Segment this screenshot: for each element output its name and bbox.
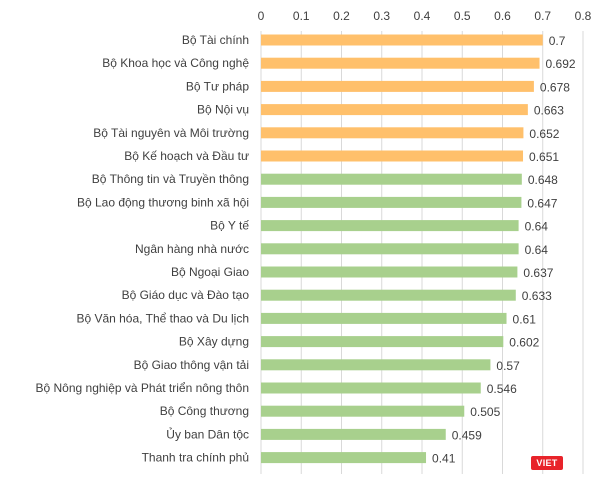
data-label: 0.637 [523, 266, 553, 280]
data-label: 0.651 [529, 150, 559, 164]
x-tick-label: 0 [258, 9, 265, 23]
category-label: Bộ Lao động thương binh xã hội [77, 195, 249, 209]
category-label: Bộ Thông tin và Truyền thông [92, 172, 249, 186]
category-label: Bộ Giáo dục và Đào tạo [122, 288, 250, 302]
x-tick-label: 0.4 [414, 9, 431, 23]
x-tick-label: 0.3 [373, 9, 390, 23]
data-label: 0.648 [528, 173, 558, 187]
data-labels: 0.7 0.692 0.678 0.663 0.652 0.651 0.648 0.647 0.… [432, 34, 576, 466]
data-label: 0.652 [529, 127, 559, 141]
category-label: Bộ Tư pháp [186, 79, 250, 93]
x-tick-label: 0.6 [494, 9, 511, 23]
data-label: 0.505 [470, 405, 500, 419]
category-label: Ủy ban Dân tộc [166, 426, 249, 441]
x-tick-label: 0.2 [333, 9, 350, 23]
bar [261, 405, 465, 417]
data-label: 0.41 [432, 452, 456, 466]
bar [261, 359, 491, 371]
bar [261, 266, 518, 278]
bar [261, 220, 519, 232]
category-labels: Bộ Tài chính Bộ Khoa học và Công nghệ Bộ T… [36, 33, 250, 465]
bar [261, 173, 522, 185]
category-label: Bộ Xây dựng [179, 335, 249, 349]
bar [261, 382, 481, 394]
bar [261, 243, 519, 255]
data-label: 0.64 [525, 220, 549, 234]
data-label: 0.602 [509, 336, 539, 350]
category-label: Bộ Công thương [160, 404, 249, 418]
data-label: 0.61 [513, 312, 537, 326]
x-axis-ticks: 0 0.1 0.2 0.3 0.4 0.5 0.6 0.7 0.8 [258, 9, 592, 23]
bar [261, 312, 507, 324]
bars [261, 34, 543, 464]
data-label: 0.633 [522, 289, 552, 303]
category-label: Bộ Nông nghiệp và Phát triển nông thôn [36, 381, 250, 395]
category-label: Ngân hàng nhà nước [135, 242, 249, 256]
bar [261, 336, 504, 348]
category-label: Bộ Y tế [210, 219, 249, 233]
bar [261, 127, 524, 139]
category-label: Bộ Kế hoạch và Đầu tư [124, 149, 249, 163]
bar [261, 428, 446, 440]
bar [261, 34, 543, 46]
data-label: 0.692 [546, 57, 576, 71]
category-label: Bộ Tài nguyên và Môi trường [93, 126, 249, 140]
category-label: Bộ Văn hóa, Thể thao và Du lịch [76, 311, 249, 325]
data-label: 0.546 [487, 382, 517, 396]
data-label: 0.459 [452, 428, 482, 442]
x-tick-label: 0.7 [534, 9, 551, 23]
category-label: Bộ Ngoại Giao [171, 265, 249, 279]
category-label: Thanh tra chính phủ [142, 451, 249, 465]
watermark-logo: VIET [531, 456, 563, 470]
data-label: 0.647 [527, 196, 557, 210]
data-label: 0.64 [525, 243, 549, 257]
x-tick-label: 0.8 [575, 9, 592, 23]
bar [261, 289, 516, 301]
bar [261, 80, 534, 92]
bar [261, 452, 427, 464]
category-label: Bộ Tài chính [182, 33, 249, 47]
data-label: 0.7 [549, 34, 566, 48]
bar [261, 104, 528, 116]
bar [261, 150, 524, 162]
data-label: 0.678 [540, 80, 570, 94]
data-label: 0.57 [496, 359, 520, 373]
bar [261, 57, 540, 69]
category-label: Bộ Khoa học và Công nghệ [102, 56, 249, 70]
bar [261, 196, 522, 208]
category-label: Bộ Giao thông vận tải [134, 358, 249, 372]
x-tick-label: 0.1 [293, 9, 310, 23]
data-label: 0.663 [534, 104, 564, 118]
x-tick-label: 0.5 [454, 9, 471, 23]
category-label: Bộ Nội vụ [197, 103, 249, 117]
